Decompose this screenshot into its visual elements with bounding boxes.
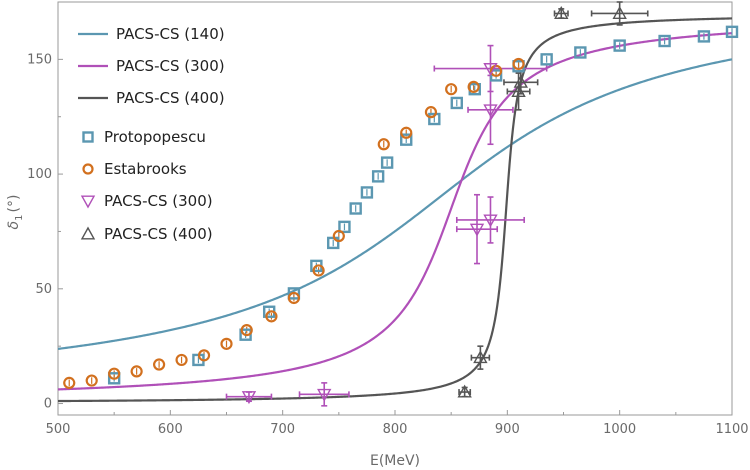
- point-estabrooks: [220, 337, 233, 350]
- point-estabrooks: [108, 367, 121, 380]
- point-estabrooks: [153, 358, 166, 371]
- point-protopopescu: [360, 186, 374, 199]
- point-estabrooks: [467, 80, 480, 93]
- point-pacs-cs-300: [317, 388, 332, 402]
- point-estabrooks: [240, 324, 253, 337]
- y-tick-label: 150: [27, 52, 52, 67]
- point-pacs-cs-300: [483, 63, 498, 76]
- point-estabrooks: [197, 349, 211, 362]
- y-axis-label-main: δ: [6, 221, 22, 230]
- point-protopopescu: [380, 156, 394, 169]
- point-protopopescu: [540, 53, 553, 66]
- legend-marker-swatch: [82, 163, 94, 175]
- error-bars: [68, 1, 733, 407]
- point-estabrooks: [424, 106, 438, 119]
- point-pacs-cs-300: [469, 223, 485, 237]
- x-tick-label: 800: [383, 422, 408, 437]
- point-pacs-cs-300: [241, 391, 257, 405]
- x-tick-label: 900: [495, 422, 520, 437]
- point-estabrooks: [63, 376, 76, 389]
- point-pacs-cs-400: [473, 350, 488, 364]
- y-axis-label-unit: (°): [6, 195, 22, 213]
- y-axis-label: δ1(°): [6, 195, 25, 230]
- point-pacs-cs-400: [511, 84, 526, 97]
- legend: PACS-CS (140) PACS-CS (300) PACS-CS (400) P…: [68, 12, 268, 250]
- point-protopopescu: [107, 372, 121, 385]
- point-protopopescu: [338, 220, 351, 234]
- point-pacs-cs-300: [483, 214, 498, 228]
- legend-label: Protopopescu: [104, 128, 206, 146]
- x-tick-label: 1000: [603, 422, 636, 437]
- point-pacs-cs-300: [483, 104, 498, 118]
- legend-marker-swatch: [80, 226, 96, 240]
- point-protopopescu: [697, 30, 711, 43]
- point-estabrooks: [332, 229, 345, 243]
- point-protopopescu: [428, 112, 441, 126]
- x-axis-label: E(MeV): [370, 453, 420, 469]
- point-pacs-cs-400: [612, 6, 627, 19]
- point-pacs-cs-400: [554, 6, 569, 19]
- point-protopopescu: [287, 287, 301, 300]
- point-protopopescu: [725, 25, 739, 39]
- x-tick-label: 1100: [715, 422, 748, 437]
- y-tick-label: 50: [35, 282, 52, 297]
- axes: 500 600 700 800 900 1000 1100 0 50 100 150: [27, 52, 748, 437]
- legend-label: PACS-CS (140): [116, 25, 225, 43]
- point-estabrooks: [265, 310, 278, 323]
- data-markers: [63, 6, 739, 405]
- x-tick-label: 700: [270, 422, 295, 437]
- point-estabrooks: [445, 83, 458, 96]
- legend-background: [68, 12, 268, 250]
- point-protopopescu: [450, 96, 463, 110]
- point-pacs-cs-400: [457, 384, 472, 398]
- x-tick-label: 600: [158, 422, 183, 437]
- point-estabrooks: [400, 126, 413, 139]
- point-estabrooks: [312, 264, 325, 277]
- point-estabrooks: [175, 353, 188, 367]
- point-estabrooks: [287, 291, 300, 305]
- legend-label: PACS-CS (400): [116, 89, 225, 107]
- legend-label: PACS-CS (300): [116, 57, 225, 75]
- point-estabrooks: [512, 57, 525, 71]
- point-protopopescu: [574, 46, 587, 59]
- curve-pacs-cs-140: [57, 58, 733, 351]
- legend-label: PACS-CS (300): [104, 192, 213, 210]
- point-protopopescu: [371, 170, 385, 183]
- point-protopopescu: [349, 202, 362, 215]
- point-protopopescu: [489, 69, 503, 82]
- point-estabrooks: [377, 138, 390, 151]
- legend-marker-swatch: [82, 131, 94, 143]
- point-protopopescu: [400, 133, 413, 146]
- legend-label: Estabrooks: [104, 160, 187, 178]
- point-protopopescu: [658, 34, 671, 48]
- x-tick-label: 500: [46, 422, 71, 437]
- y-axis-label-sub: 1: [14, 214, 25, 220]
- legend-marker-swatch: [80, 195, 96, 209]
- point-estabrooks: [130, 365, 143, 378]
- point-protopopescu: [613, 39, 626, 52]
- y-tick-label: 100: [27, 167, 52, 182]
- point-pacs-cs-400: [513, 74, 529, 88]
- y-tick-label: 0: [44, 397, 52, 412]
- point-estabrooks: [85, 374, 98, 387]
- legend-label: PACS-CS (400): [104, 225, 213, 243]
